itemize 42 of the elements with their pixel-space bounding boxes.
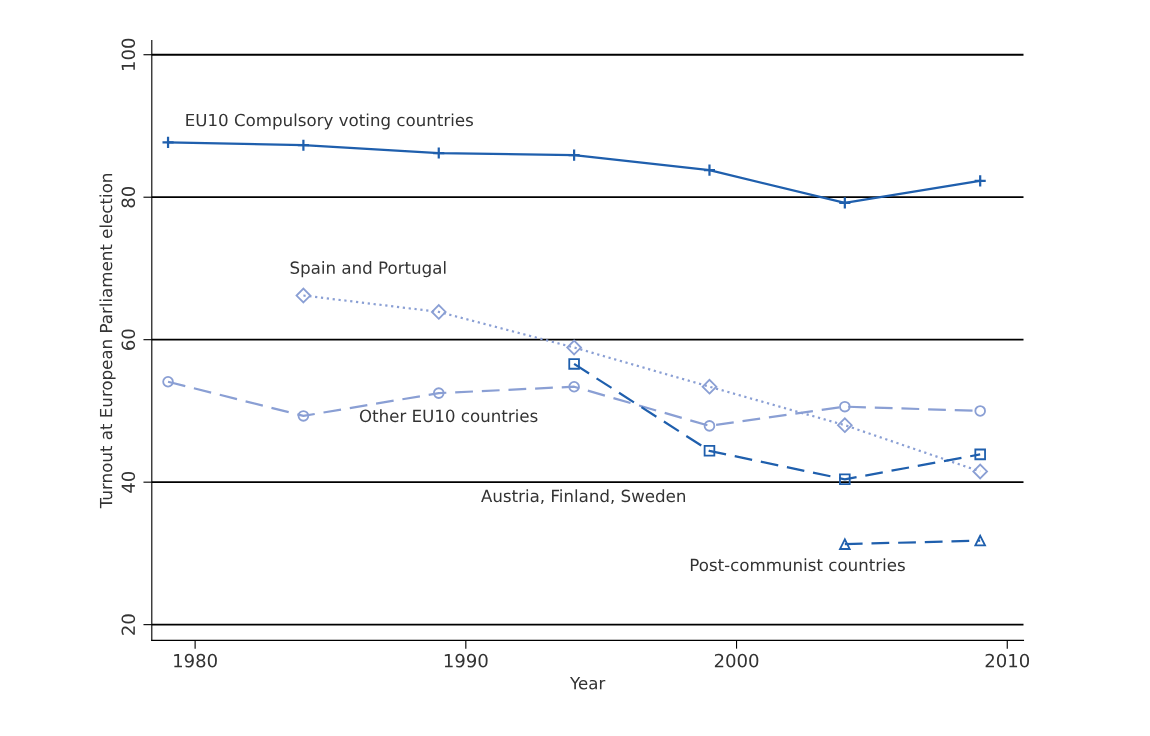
point — [430, 304, 447, 320]
point — [974, 534, 986, 547]
y-tick-label: 100 — [121, 38, 136, 70]
point — [703, 420, 716, 432]
x-tick-label: 1980 — [174, 653, 217, 668]
point — [839, 473, 851, 486]
point — [432, 387, 445, 399]
point — [568, 380, 580, 393]
point — [973, 174, 987, 188]
series-label: Post-communist countries — [690, 558, 905, 572]
text: Austria, Finland, Sweden — [481, 489, 686, 504]
x-tick-label: 2010 — [985, 653, 1030, 668]
point — [701, 378, 718, 395]
x-axis-title: Year — [569, 677, 606, 690]
x-tick-label: 1990 — [444, 653, 488, 668]
x-tick-label: 2000 — [714, 653, 759, 668]
point — [161, 135, 175, 150]
point — [703, 445, 716, 457]
point — [297, 410, 310, 422]
point — [838, 196, 852, 210]
point — [972, 463, 988, 480]
point — [567, 148, 581, 162]
series-label: Other EU10 countries — [359, 409, 538, 423]
point — [432, 146, 446, 160]
point — [566, 339, 582, 356]
point — [702, 163, 717, 177]
y-tick-label: 80 — [121, 186, 136, 208]
y-axis-title: Turnout at European Parliament election — [99, 174, 116, 509]
series-label: EU10 Compulsory voting countries — [186, 113, 473, 130]
series-label: Spain and Portugal — [290, 261, 446, 278]
point — [974, 405, 986, 417]
y-tick-label: 60 — [121, 329, 136, 350]
point — [839, 538, 851, 550]
point — [974, 448, 986, 461]
y-tick-label: 20 — [121, 614, 136, 635]
point — [296, 138, 311, 152]
y-tick-label: 40 — [121, 471, 136, 493]
point — [839, 400, 851, 413]
point — [162, 375, 174, 388]
point — [295, 287, 312, 304]
point — [568, 358, 580, 370]
point — [837, 417, 853, 433]
